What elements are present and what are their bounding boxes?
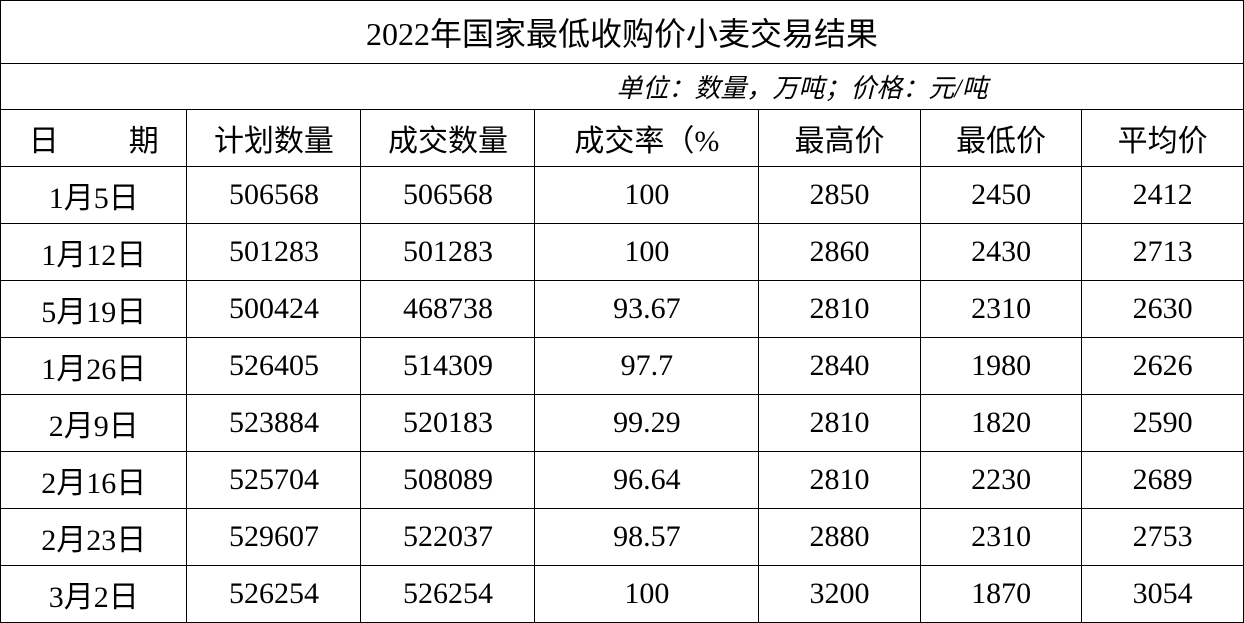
cell-low: 2310 [920, 509, 1082, 566]
col-header-plan: 计划数量 [187, 110, 361, 167]
cell-date: 5月19日 [1, 281, 187, 338]
cell-high: 2860 [759, 224, 921, 281]
cell-avg: 2689 [1082, 452, 1244, 509]
data-table: 日 期 计划数量 成交数量 成交率（% 最高价 最低价 平均价 1月5日 506… [0, 109, 1244, 623]
cell-date: 2月23日 [1, 509, 187, 566]
table-row: 2月23日 529607 522037 98.57 2880 2310 2753 [1, 509, 1244, 566]
cell-high: 2850 [759, 167, 921, 224]
cell-deal: 526254 [361, 566, 535, 623]
cell-high: 2810 [759, 281, 921, 338]
cell-avg: 2412 [1082, 167, 1244, 224]
cell-deal: 514309 [361, 338, 535, 395]
table-row: 2月16日 525704 508089 96.64 2810 2230 2689 [1, 452, 1244, 509]
cell-rate: 98.57 [535, 509, 759, 566]
cell-plan: 526405 [187, 338, 361, 395]
cell-date: 2月16日 [1, 452, 187, 509]
col-header-high: 最高价 [759, 110, 921, 167]
cell-date: 2月9日 [1, 395, 187, 452]
cell-high: 2810 [759, 452, 921, 509]
cell-low: 2230 [920, 452, 1082, 509]
table-container: 2022年国家最低收购价小麦交易结果 单位：数量，万吨；价格：元/吨 日 期 计… [0, 0, 1244, 540]
table-head: 日 期 计划数量 成交数量 成交率（% 最高价 最低价 平均价 [1, 110, 1244, 167]
cell-low: 1980 [920, 338, 1082, 395]
col-header-rate: 成交率（% [535, 110, 759, 167]
table-row: 1月26日 526405 514309 97.7 2840 1980 2626 [1, 338, 1244, 395]
cell-high: 3200 [759, 566, 921, 623]
cell-plan: 501283 [187, 224, 361, 281]
cell-avg: 2590 [1082, 395, 1244, 452]
cell-high: 2880 [759, 509, 921, 566]
table-row: 2月9日 523884 520183 99.29 2810 1820 2590 [1, 395, 1244, 452]
table-body: 1月5日 506568 506568 100 2850 2450 2412 1月… [1, 167, 1244, 623]
table-row: 5月19日 500424 468738 93.67 2810 2310 2630 [1, 281, 1244, 338]
cell-date: 3月2日 [1, 566, 187, 623]
cell-deal: 501283 [361, 224, 535, 281]
cell-rate: 100 [535, 566, 759, 623]
cell-avg: 3054 [1082, 566, 1244, 623]
cell-rate: 100 [535, 224, 759, 281]
cell-date: 1月26日 [1, 338, 187, 395]
cell-high: 2810 [759, 395, 921, 452]
col-header-date: 日 期 [1, 110, 187, 167]
cell-plan: 500424 [187, 281, 361, 338]
cell-date: 1月5日 [1, 167, 187, 224]
cell-rate: 93.67 [535, 281, 759, 338]
col-header-low: 最低价 [920, 110, 1082, 167]
cell-deal: 468738 [361, 281, 535, 338]
cell-plan: 525704 [187, 452, 361, 509]
cell-low: 1870 [920, 566, 1082, 623]
cell-deal: 508089 [361, 452, 535, 509]
table-row: 3月2日 526254 526254 100 3200 1870 3054 [1, 566, 1244, 623]
cell-rate: 100 [535, 167, 759, 224]
table-header-row: 日 期 计划数量 成交数量 成交率（% 最高价 最低价 平均价 [1, 110, 1244, 167]
cell-low: 2430 [920, 224, 1082, 281]
page-subtitle: 单位：数量，万吨；价格：元/吨 [0, 63, 1244, 109]
cell-avg: 2630 [1082, 281, 1244, 338]
cell-plan: 529607 [187, 509, 361, 566]
cell-rate: 99.29 [535, 395, 759, 452]
page-title: 2022年国家最低收购价小麦交易结果 [0, 0, 1244, 63]
table-row: 1月12日 501283 501283 100 2860 2430 2713 [1, 224, 1244, 281]
cell-avg: 2713 [1082, 224, 1244, 281]
cell-low: 2310 [920, 281, 1082, 338]
cell-high: 2840 [759, 338, 921, 395]
cell-deal: 506568 [361, 167, 535, 224]
cell-deal: 522037 [361, 509, 535, 566]
cell-avg: 2626 [1082, 338, 1244, 395]
cell-rate: 97.7 [535, 338, 759, 395]
cell-low: 1820 [920, 395, 1082, 452]
cell-plan: 523884 [187, 395, 361, 452]
cell-date: 1月12日 [1, 224, 187, 281]
cell-rate: 96.64 [535, 452, 759, 509]
cell-plan: 506568 [187, 167, 361, 224]
table-row: 1月5日 506568 506568 100 2850 2450 2412 [1, 167, 1244, 224]
cell-avg: 2753 [1082, 509, 1244, 566]
cell-low: 2450 [920, 167, 1082, 224]
cell-deal: 520183 [361, 395, 535, 452]
cell-plan: 526254 [187, 566, 361, 623]
col-header-deal: 成交数量 [361, 110, 535, 167]
col-header-avg: 平均价 [1082, 110, 1244, 167]
